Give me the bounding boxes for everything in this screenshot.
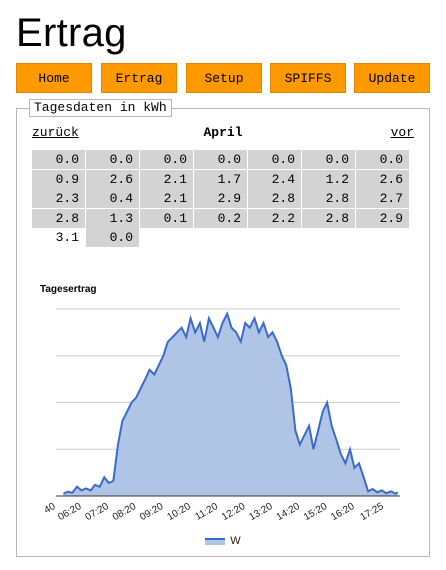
day-cell: 0.1 [140,208,193,228]
nav-update-button[interactable]: Update [354,63,430,93]
panel-legend: Tagesdaten in kWh [29,99,172,117]
x-tick-label: 09:20 [138,501,166,523]
legend-swatch [205,537,226,545]
chart-title: Tagesertrag [40,284,97,295]
day-cell: 0.0 [140,150,193,169]
day-cell: 0.0 [86,228,139,247]
nav-setup-button[interactable]: Setup [186,63,262,93]
day-cell: 0.0 [194,150,247,169]
series-area [63,313,398,496]
x-tick-label: 40 [42,501,58,516]
day-cell: 2.9 [194,189,247,208]
day-cell: 3.1 [32,228,85,247]
day-cell: 2.9 [356,208,409,228]
x-tick-label: 10:20 [165,501,193,523]
x-tick-label: 08:20 [111,501,139,523]
day-cell: 1.7 [194,169,247,189]
x-tick-label: 12:20 [220,501,248,523]
page-title: Ertrag [16,11,127,55]
series-line [62,311,399,495]
day-cell: 2.2 [248,208,301,228]
month-label: April [203,125,243,140]
x-tick-label: 06:20 [56,501,84,523]
month-navigation: zurück April vor [32,125,414,143]
nav-home-button[interactable]: Home [16,63,92,93]
prev-month-link[interactable]: zurück [32,125,79,140]
x-tick-label: 14:20 [275,501,303,523]
day-cell: 0.2 [194,208,247,228]
day-cell: 2.8 [302,189,355,208]
x-tick-label: 17:25 [358,501,386,523]
day-cell: 1.2 [302,169,355,189]
day-cell: 0.0 [302,150,355,169]
x-tick-label: 07:20 [84,501,112,523]
x-tick-label: 15:20 [302,501,330,523]
day-cell: 2.1 [140,169,193,189]
x-tick-label: 11:20 [193,501,220,523]
daily-yield-chart: Tagesertrag 40 06:20 07:20 08:20 09:20 10:20 1… [32,264,414,549]
nav-spiffs-button[interactable]: SPIFFS [270,63,346,93]
day-cell: 0.0 [356,150,409,169]
main-nav: Home Ertrag Setup SPIFFS Update [16,63,430,93]
x-tick-label: 13:20 [247,501,275,523]
day-cell: 2.6 [86,169,139,189]
day-cell: 1.3 [86,208,139,228]
day-cell: 2.7 [356,189,409,208]
day-cell: 2.8 [32,208,85,228]
next-month-link[interactable]: vor [390,125,414,140]
day-cell: 0.4 [86,189,139,208]
legend-label: W [230,535,241,547]
nav-ertrag-button[interactable]: Ertrag [101,63,177,93]
day-cell: 2.6 [356,169,409,189]
chart-legend: W [32,534,414,548]
day-cell: 2.1 [140,189,193,208]
day-cell: 2.8 [302,208,355,228]
x-tick-label: 16:20 [329,501,357,523]
daily-data-panel: Tagesdaten in kWh zurück April vor 0.0 0.… [16,99,430,557]
day-cell: 2.8 [248,189,301,208]
day-cell: 0.9 [32,169,85,189]
day-cell: 2.4 [248,169,301,189]
day-cell: 0.0 [32,150,85,169]
day-cell: 0.0 [86,150,139,169]
day-cell: 0.0 [248,150,301,169]
day-cell: 2.3 [32,189,85,208]
